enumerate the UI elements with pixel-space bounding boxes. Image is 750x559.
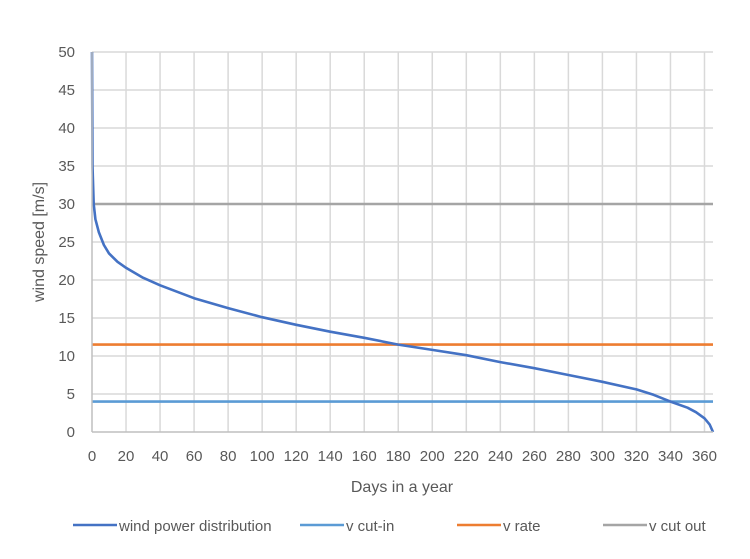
legend-item-wind-power-distribution: wind power distribution bbox=[73, 518, 272, 535]
x-tick-labels: 0 20 40 60 80 100 120 140 160 180 200 220 240 260 280 3… bbox=[88, 448, 717, 465]
x-tick-label: 320 bbox=[624, 448, 649, 465]
x-axis-title: Days in a year bbox=[351, 479, 454, 496]
y-tick-label: 25 bbox=[58, 234, 75, 251]
y-tick-label: 0 bbox=[67, 424, 75, 441]
x-tick-label: 140 bbox=[318, 448, 343, 465]
legend-label: v rate bbox=[503, 518, 541, 535]
legend-item-v-cut-out: v cut out bbox=[603, 518, 707, 535]
x-tick-label: 20 bbox=[118, 448, 135, 465]
y-axis-title: wind speed [m/s] bbox=[31, 182, 48, 303]
x-tick-label: 100 bbox=[250, 448, 275, 465]
x-tick-label: 40 bbox=[152, 448, 169, 465]
x-tick-label: 260 bbox=[522, 448, 547, 465]
x-tick-label: 240 bbox=[488, 448, 513, 465]
x-tick-label: 340 bbox=[658, 448, 683, 465]
x-tick-label: 220 bbox=[454, 448, 479, 465]
x-tick-label: 360 bbox=[692, 448, 717, 465]
x-tick-label: 300 bbox=[590, 448, 615, 465]
x-tick-label: 120 bbox=[284, 448, 309, 465]
series-line-wind-power-distribution bbox=[90, 51, 715, 433]
x-tick-label: 60 bbox=[186, 448, 203, 465]
x-tick-label: 160 bbox=[352, 448, 377, 465]
x-tick-label: 0 bbox=[88, 448, 96, 465]
axes bbox=[91, 52, 713, 433]
y-tick-label: 50 bbox=[58, 44, 75, 61]
y-tick-label: 15 bbox=[58, 310, 75, 327]
y-tick-label: 10 bbox=[58, 348, 75, 365]
series-group bbox=[90, 51, 715, 433]
gridlines bbox=[92, 51, 713, 432]
x-tick-label: 80 bbox=[220, 448, 237, 465]
legend-label: v cut out bbox=[649, 518, 707, 535]
legend-item-v-cut-in: v cut-in bbox=[300, 518, 394, 535]
y-tick-label: 45 bbox=[58, 82, 75, 99]
y-tick-label: 35 bbox=[58, 158, 75, 175]
y-tick-label: 20 bbox=[58, 272, 75, 289]
y-tick-label: 40 bbox=[58, 120, 75, 137]
y-tick-label: 5 bbox=[67, 386, 75, 403]
y-tick-labels: 0 5 10 15 20 25 30 35 40 45 50 bbox=[58, 44, 75, 441]
x-tick-label: 280 bbox=[556, 448, 581, 465]
legend-item-v-rate: v rate bbox=[457, 518, 541, 535]
legend-label: v cut-in bbox=[346, 518, 394, 535]
y-tick-label: 30 bbox=[58, 196, 75, 213]
legend-label: wind power distribution bbox=[118, 518, 272, 535]
x-tick-label: 180 bbox=[386, 448, 411, 465]
x-tick-label: 200 bbox=[420, 448, 445, 465]
legend: wind power distribution v cut-in v rate v c… bbox=[73, 518, 707, 535]
